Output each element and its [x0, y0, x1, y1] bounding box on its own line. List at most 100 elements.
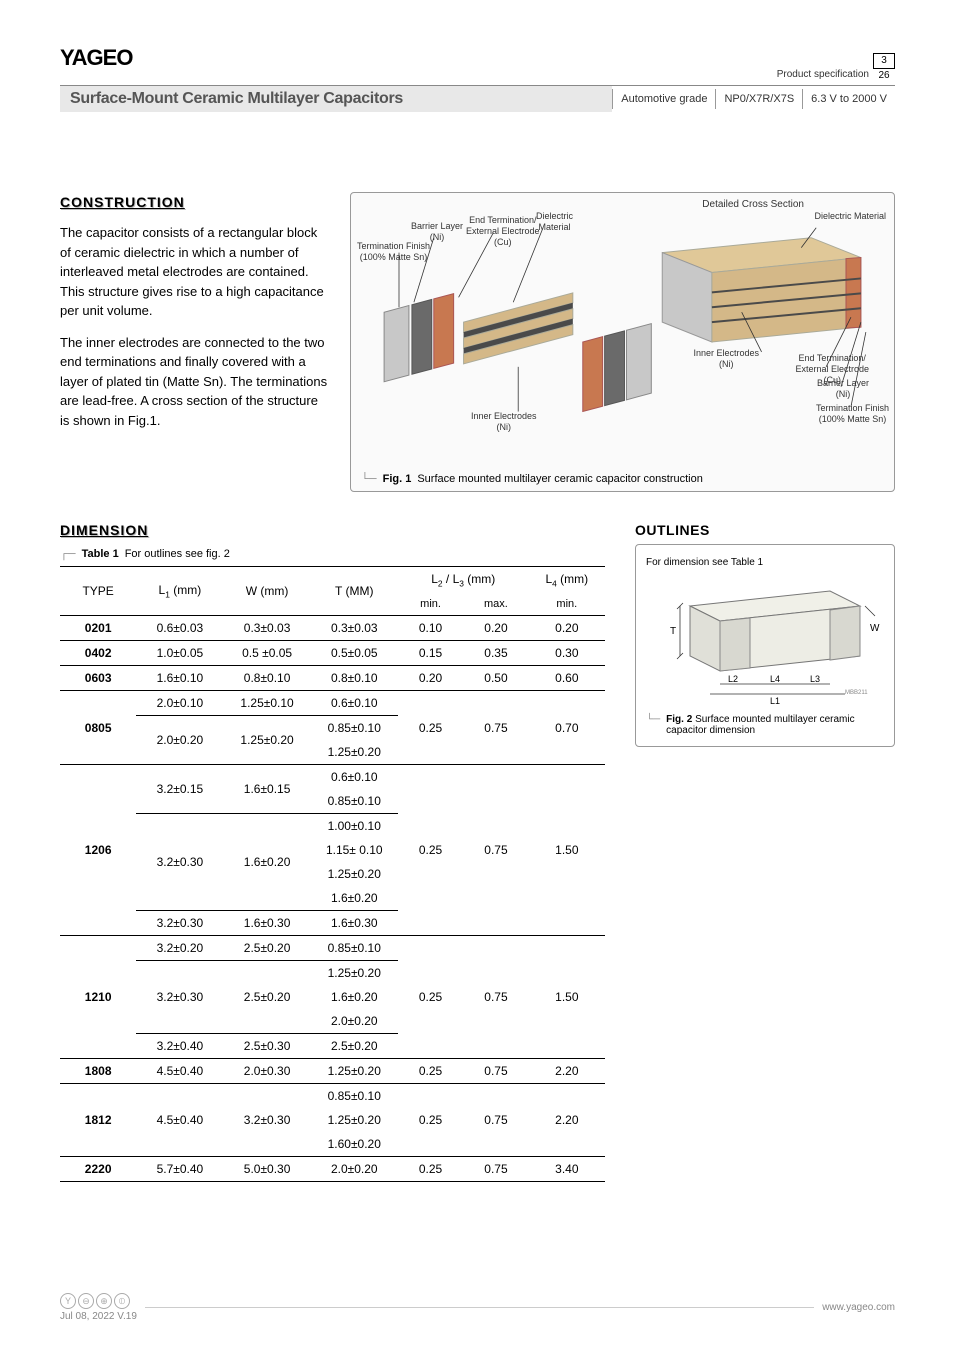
dim-cell: 2.0±0.20 — [136, 716, 223, 765]
dim-cell: 0.75 — [463, 691, 528, 765]
dimension-table: TYPE L1 (mm) W (mm) T (MM) L2 / L3 (mm) … — [60, 566, 605, 1182]
dim-cell: 3.2±0.30 — [136, 814, 223, 911]
dim-cell: 0.25 — [398, 936, 463, 1059]
dim-cell: 1.25±0.20 — [311, 1059, 398, 1084]
dim-cell: 0.30 — [529, 641, 605, 666]
page-total: 26 — [873, 70, 895, 81]
footer-icon: ⦶ — [114, 1293, 130, 1309]
footer-icons: Y⊖⊕⦶ — [60, 1293, 137, 1309]
table-row: 04021.0±0.050.5 ±0.050.5±0.050.150.350.3… — [60, 641, 605, 666]
dim-cell: 3.2±0.30 — [136, 961, 223, 1034]
type-cell: 1812 — [60, 1084, 136, 1157]
dim-cell: 0.75 — [463, 1059, 528, 1084]
dim-cell: 0.35 — [463, 641, 528, 666]
type-cell: 0402 — [60, 641, 136, 666]
col-l4: L4 (mm) — [529, 567, 605, 594]
dim-cell: 0.3±0.03 — [311, 616, 398, 641]
grade-cell: Automotive grade — [612, 89, 715, 109]
col-max: max. — [463, 593, 528, 616]
dim-cell: 0.20 — [529, 616, 605, 641]
figure-2-svg: T W L2 L4 L3 L1 MBB211 — [650, 576, 880, 706]
label-dielectric2: Dielectric Material — [814, 211, 886, 222]
dim-cell: 0.6±0.10 — [311, 765, 398, 790]
dim-cell: 3.2±0.40 — [136, 1034, 223, 1059]
dim-cell: 1.25±0.10 — [223, 691, 310, 716]
footer-date: Jul 08, 2022 V.19 — [60, 1311, 137, 1322]
dim-cell: 2.5±0.20 — [223, 936, 310, 961]
type-cell: 0805 — [60, 691, 136, 765]
dim-cell: 1.25±0.20 — [223, 716, 310, 765]
dim-cell: 2.0±0.10 — [136, 691, 223, 716]
svg-text:T: T — [670, 626, 676, 637]
label-barrier2: Barrier Layer(Ni) — [817, 378, 869, 400]
type-cell: 1808 — [60, 1059, 136, 1084]
type-cell: 0201 — [60, 616, 136, 641]
type-cell: 2220 — [60, 1157, 136, 1182]
doc-title: Surface-Mount Ceramic Multilayer Capacit… — [60, 86, 612, 112]
svg-text:MBB211: MBB211 — [845, 690, 868, 696]
dim-cell: 0.25 — [398, 691, 463, 765]
construction-para1: The capacitor consists of a rectangular … — [60, 223, 330, 321]
dim-cell: 3.2±0.20 — [136, 936, 223, 961]
dim-cell: 0.85±0.10 — [311, 936, 398, 961]
label-inner2: Inner Electrodes(Ni) — [693, 348, 759, 370]
dim-cell: 1.6±0.30 — [311, 911, 398, 936]
dim-cell: 2.20 — [529, 1059, 605, 1084]
dim-cell: 2.5±0.20 — [223, 961, 310, 1034]
dim-cell: 2.20 — [529, 1084, 605, 1157]
col-t: T (MM) — [311, 567, 398, 616]
dim-cell: 1.15± 0.10 — [311, 838, 398, 862]
svg-text:L1: L1 — [770, 696, 780, 706]
dim-cell: 0.8±0.10 — [223, 666, 310, 691]
dim-cell: 1.6±0.10 — [136, 666, 223, 691]
label-barrier: Barrier Layer(Ni) — [411, 221, 463, 243]
dim-cell: 0.25 — [398, 765, 463, 936]
table-row: 02010.6±0.030.3±0.030.3±0.030.100.200.20 — [60, 616, 605, 641]
label-inner: Inner Electrodes(Ni) — [471, 411, 537, 433]
dim-cell: 1.25±0.20 — [311, 862, 398, 886]
page-footer: Y⊖⊕⦶ Jul 08, 2022 V.19 www.yageo.com — [60, 1293, 895, 1322]
dim-cell: 1.6±0.15 — [223, 765, 310, 814]
figure-2-caption: └─ Fig. 2 Surface mounted multilayer cer… — [646, 714, 884, 736]
dim-cell: 0.25 — [398, 1084, 463, 1157]
dielectric-cell: NP0/X7R/X7S — [715, 89, 802, 109]
col-type: TYPE — [60, 567, 136, 616]
dim-cell: 4.5±0.40 — [136, 1084, 223, 1157]
dim-cell: 1.6±0.20 — [223, 814, 310, 911]
figure-1-box: Detailed Cross Section Barrier Layer(Ni)… — [350, 192, 895, 492]
dim-cell: 0.85±0.10 — [311, 1084, 398, 1109]
spec-label: Product specification — [777, 69, 869, 81]
dim-cell: 0.6±0.03 — [136, 616, 223, 641]
page-header: YAGEO Product specification 3 26 Surface… — [60, 45, 895, 112]
dim-cell: 0.5 ±0.05 — [223, 641, 310, 666]
dim-cell: 0.75 — [463, 1157, 528, 1182]
label-dielectric: DielectricMaterial — [536, 211, 573, 233]
svg-text:L2: L2 — [728, 674, 738, 684]
table-row: 06031.6±0.100.8±0.100.8±0.100.200.500.60 — [60, 666, 605, 691]
outline-note: For dimension see Table 1 — [646, 557, 884, 568]
dim-cell: 0.20 — [463, 616, 528, 641]
dim-cell: 0.25 — [398, 1157, 463, 1182]
dim-cell: 0.8±0.10 — [311, 666, 398, 691]
dim-cell: 0.60 — [529, 666, 605, 691]
svg-text:L3: L3 — [810, 674, 820, 684]
construction-para2: The inner electrodes are connected to th… — [60, 333, 330, 431]
dim-cell: 3.40 — [529, 1157, 605, 1182]
dim-cell: 1.0±0.05 — [136, 641, 223, 666]
footer-icon: Y — [60, 1293, 76, 1309]
table-row: 18124.5±0.403.2±0.300.85±0.100.250.752.2… — [60, 1084, 605, 1109]
col-w: W (mm) — [223, 567, 310, 616]
dim-cell: 1.00±0.10 — [311, 814, 398, 839]
col-min1: min. — [398, 593, 463, 616]
figure-1-caption: └─ Fig. 1 Surface mounted multilayer cer… — [361, 473, 703, 485]
footer-icon: ⊕ — [96, 1293, 112, 1309]
dim-cell: 2.0±0.20 — [311, 1157, 398, 1182]
dim-cell: 1.6±0.20 — [311, 985, 398, 1009]
table-1-caption: ┌─ Table 1 For outlines see fig. 2 — [60, 548, 605, 560]
label-termfinish2: Termination Finish(100% Matte Sn) — [816, 403, 889, 425]
dim-cell: 5.7±0.40 — [136, 1157, 223, 1182]
table-row: 18084.5±0.402.0±0.301.25±0.200.250.752.2… — [60, 1059, 605, 1084]
dim-cell: 2.5±0.30 — [223, 1034, 310, 1059]
dim-cell: 0.3±0.03 — [223, 616, 310, 641]
outline-box: For dimension see Table 1 — [635, 544, 895, 747]
